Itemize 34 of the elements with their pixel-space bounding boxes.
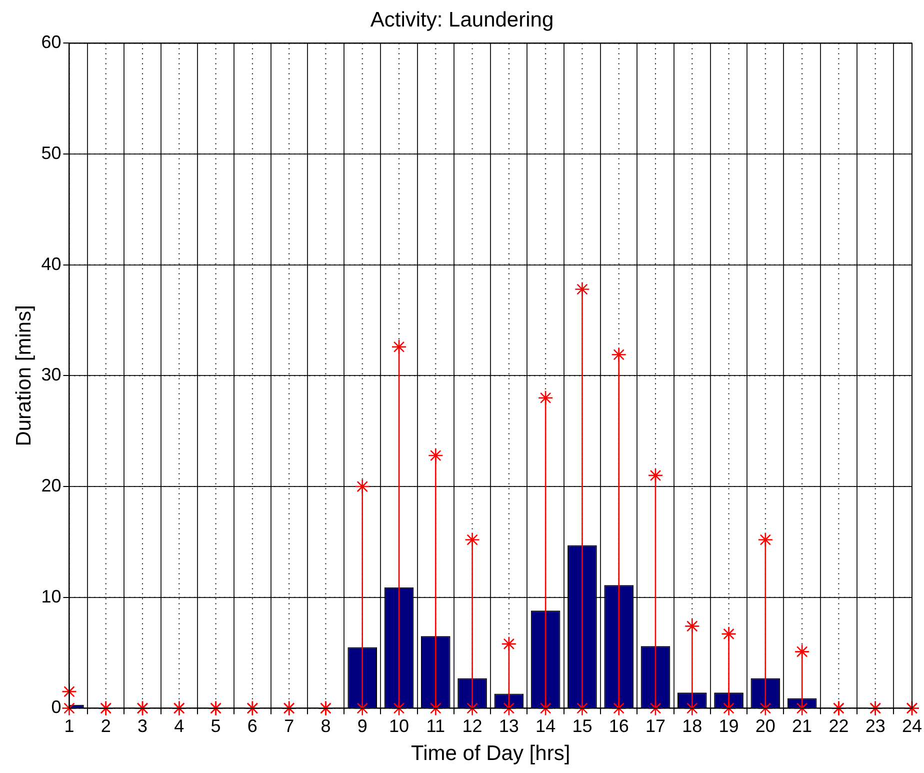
x-tick-label: 10 <box>388 716 410 736</box>
x-tick-label: 24 <box>902 716 922 736</box>
x-axis-title: Time of Day [hrs] <box>411 742 570 766</box>
x-tick-label: 1 <box>64 716 74 736</box>
y-tick-label: 30 <box>41 364 62 385</box>
x-tick-label: 2 <box>100 716 111 736</box>
x-tick-label: 14 <box>536 716 556 736</box>
x-tick-label: 8 <box>320 716 331 736</box>
x-tick-label: 11 <box>426 716 445 736</box>
x-tick-label: 15 <box>572 716 592 736</box>
x-tick-label: 19 <box>718 716 739 736</box>
x-tick-label: 4 <box>174 716 184 736</box>
x-tick-label: 22 <box>828 716 849 736</box>
x-tick-label: 3 <box>138 716 148 736</box>
x-tick-label: 17 <box>645 716 666 736</box>
x-tick-label: 23 <box>865 716 886 736</box>
chart-title: Activity: Laundering <box>370 8 554 32</box>
y-tick-label: 10 <box>41 586 62 606</box>
y-tick-label: 50 <box>41 143 62 163</box>
y-tick-label: 0 <box>51 697 62 718</box>
x-tick-label: 9 <box>357 716 368 736</box>
y-tick-label: 20 <box>41 476 62 496</box>
x-tick-label: 13 <box>498 716 519 736</box>
x-tick-label: 5 <box>210 716 221 736</box>
y-tick-label: 60 <box>41 32 62 52</box>
x-tick-label: 21 <box>792 716 812 736</box>
x-tick-label: 18 <box>682 716 702 736</box>
x-tick-label: 6 <box>247 716 258 736</box>
x-tick-label: 12 <box>462 716 482 736</box>
x-tick-label: 20 <box>755 716 776 736</box>
y-tick-label: 40 <box>41 254 62 274</box>
x-tick-label: 16 <box>608 716 629 736</box>
x-tick-label: 7 <box>284 716 294 736</box>
y-axis-title: Duration [mins] <box>12 305 36 446</box>
